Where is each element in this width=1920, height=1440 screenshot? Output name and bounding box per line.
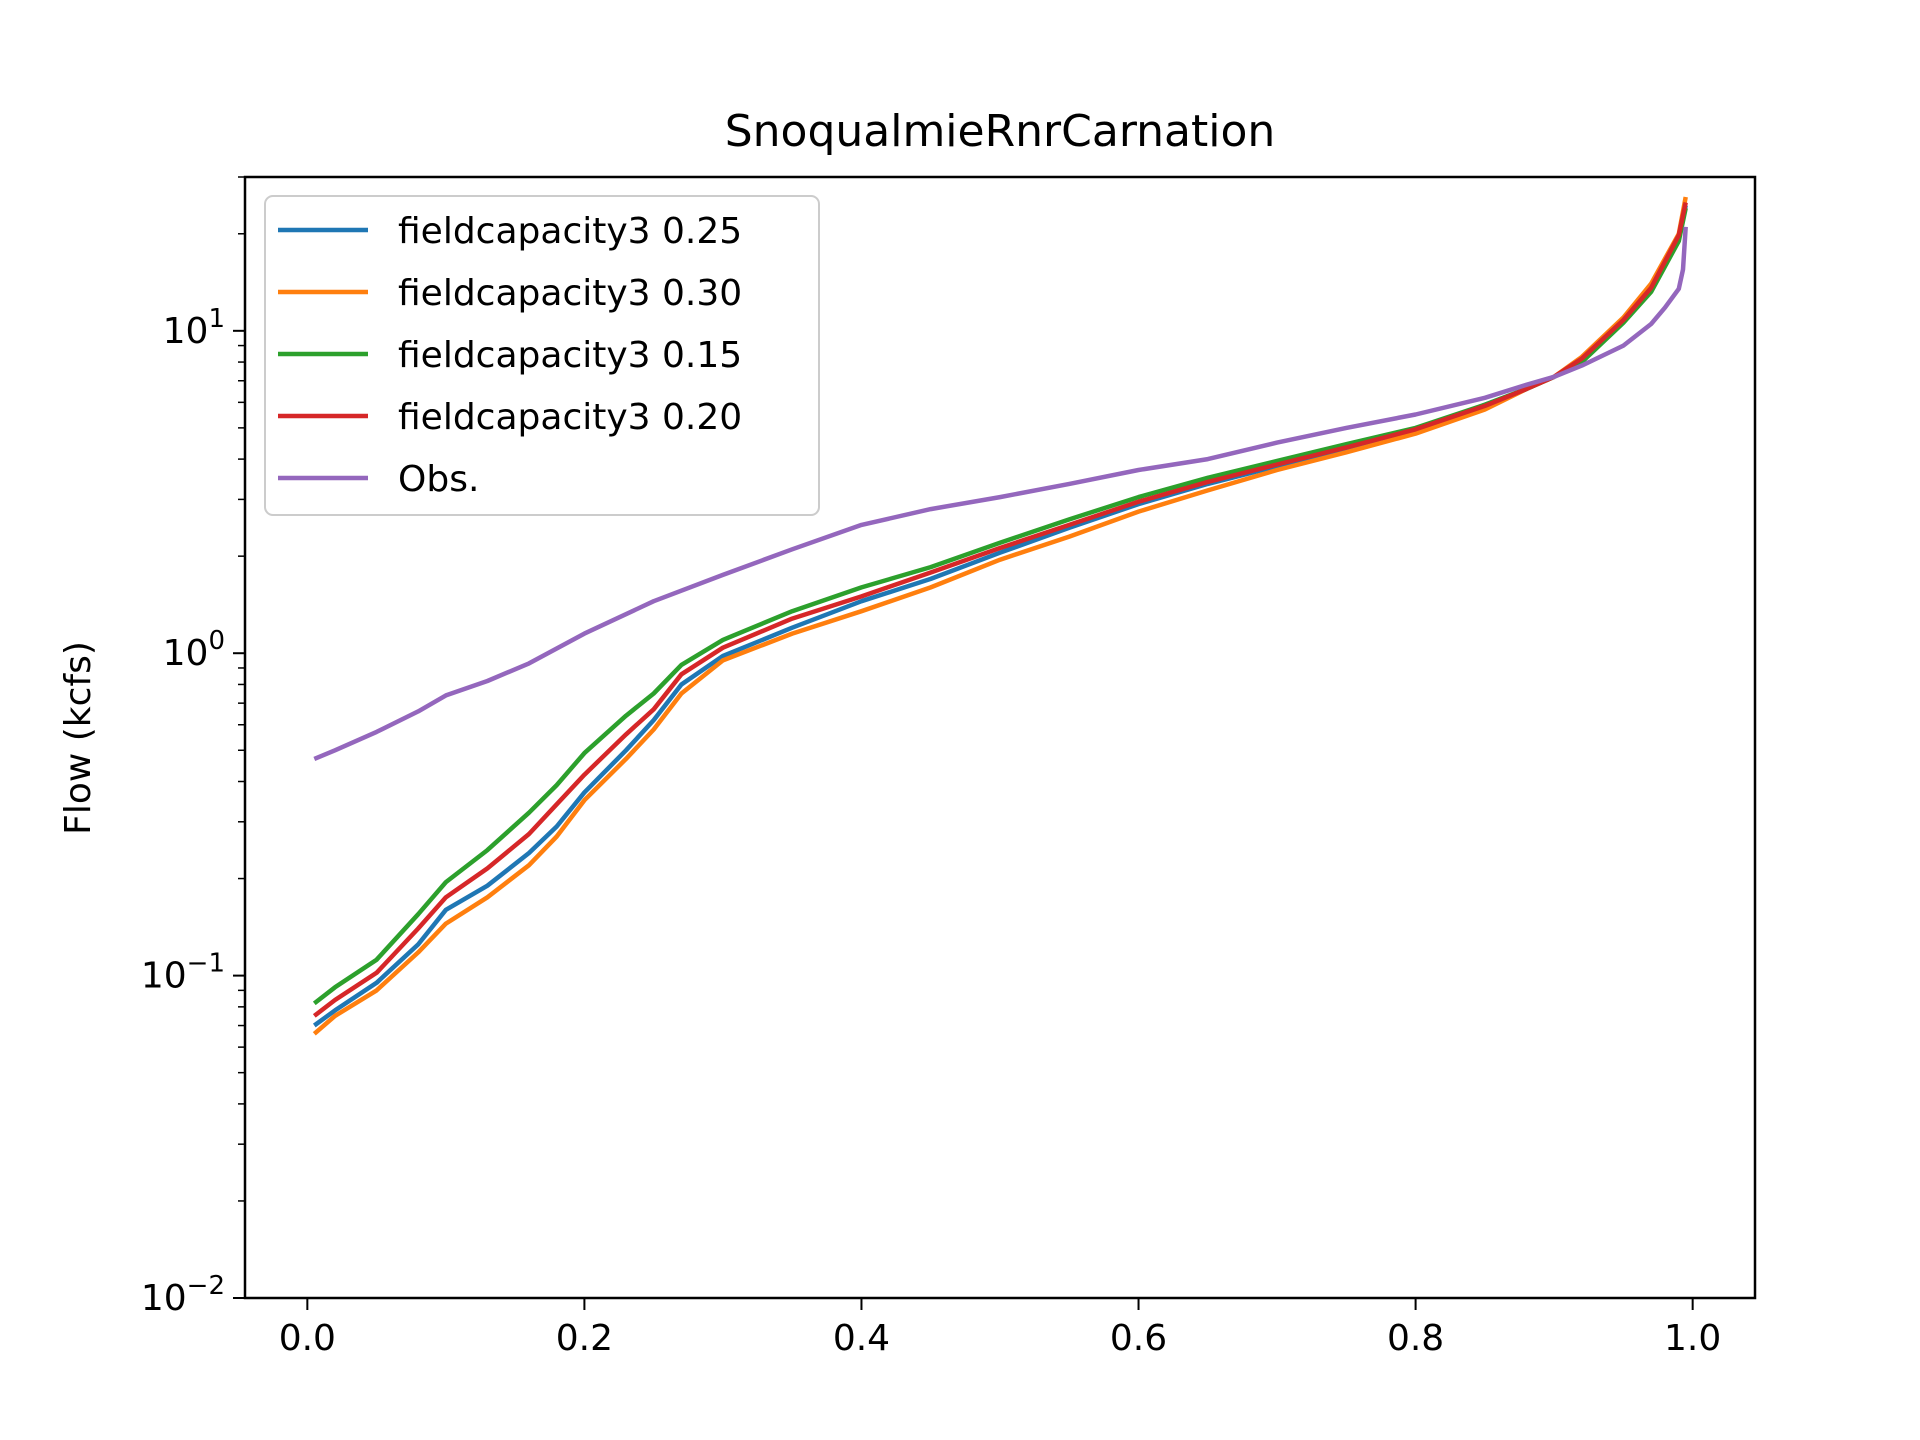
y-tick-base: 10	[141, 1278, 187, 1319]
legend-label-4: Obs.	[398, 459, 479, 500]
y-tick-label: 100	[163, 626, 225, 674]
x-tick-label: 0.8	[1387, 1318, 1444, 1359]
x-tick-label: 0.2	[556, 1318, 613, 1359]
y-tick-exponent: −1	[187, 949, 225, 979]
chart-title: SnoqualmieRnrCarnation	[725, 106, 1276, 157]
y-tick-exponent: 1	[208, 304, 225, 334]
legend: fieldcapacity3 0.25 fieldcapacity3 0.30 fi…	[264, 195, 820, 516]
x-tick-label: 1.0	[1664, 1318, 1721, 1359]
x-tick-label: 0.6	[1110, 1318, 1167, 1359]
legend-label-1: fieldcapacity3 0.30	[398, 273, 742, 314]
legend-label-3: fieldcapacity3 0.20	[398, 397, 742, 438]
plot-area	[312, 196, 1688, 1036]
plot-frame	[243, 175, 1757, 1300]
y-tick-label: 101	[163, 304, 225, 352]
legend-label-0: fieldcapacity3 0.25	[398, 211, 742, 252]
legend-label-2: fieldcapacity3 0.15	[398, 335, 742, 376]
legend-box	[264, 195, 820, 516]
x-tick-label: 0.4	[833, 1318, 890, 1359]
series-line-4	[313, 226, 1688, 761]
x-tick-label: 0.0	[279, 1318, 336, 1359]
y-axis-label: Flow (kcfs)	[58, 641, 99, 835]
y-tick-exponent: 0	[208, 626, 225, 656]
y-tick-label: 10−2	[141, 1271, 225, 1319]
y-tick-base: 10	[163, 633, 209, 674]
y-tick-base: 10	[163, 311, 209, 352]
y-tick-label: 10−1	[141, 949, 225, 997]
y-tick-base: 10	[141, 956, 187, 997]
x-axis: 0.0 0.2 0.4 0.6 0.8 1.0	[279, 1298, 1721, 1359]
y-tick-exponent: −2	[187, 1271, 225, 1301]
